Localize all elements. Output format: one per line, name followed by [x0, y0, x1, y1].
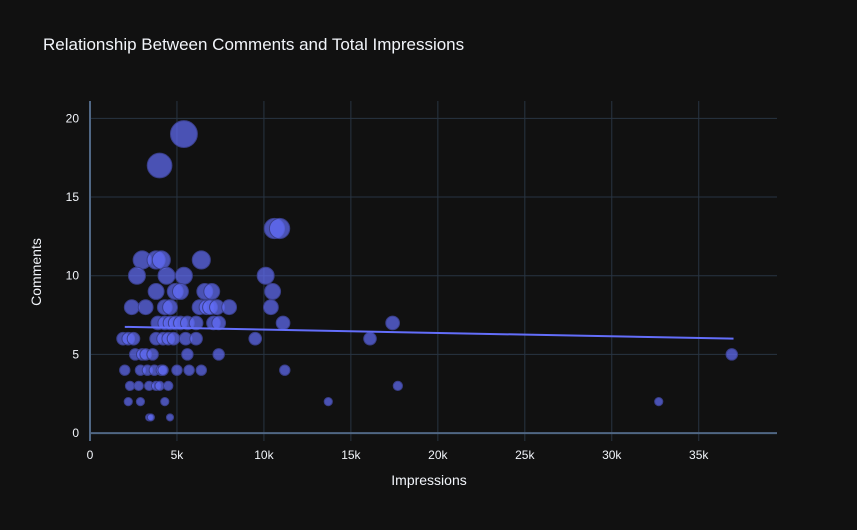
trendline — [124, 325, 734, 340]
data-point — [157, 266, 176, 285]
data-point — [166, 331, 181, 346]
data-point — [183, 364, 195, 376]
data-point — [174, 266, 193, 285]
x-tick-label: 25k — [515, 448, 535, 462]
x-tick-label: 0 — [87, 448, 94, 462]
data-point — [127, 266, 146, 285]
x-tick-label: 15k — [341, 448, 361, 462]
y-axis-label: Comments — [28, 238, 44, 306]
data-point — [123, 299, 140, 316]
data-point — [154, 380, 165, 392]
data-point — [169, 120, 198, 149]
data-point — [160, 397, 170, 407]
data-point — [137, 299, 154, 316]
data-point — [256, 266, 275, 285]
tick-labels: 0 5k 10k 15k 20k 25k 30k 35k 0 5 10 15 20 — [66, 111, 710, 462]
data-point — [171, 283, 189, 300]
data-point — [211, 315, 227, 331]
x-tick-label: 20k — [428, 448, 448, 462]
data-point — [188, 315, 204, 331]
data-point — [146, 348, 159, 361]
data-point — [189, 331, 203, 346]
y-tick-label: 10 — [66, 269, 80, 283]
grid-lines — [90, 101, 777, 441]
data-point — [135, 397, 146, 407]
data-point — [162, 299, 178, 316]
data-point — [147, 283, 165, 300]
data-point — [279, 364, 291, 376]
data-point — [392, 380, 403, 392]
data-point — [323, 397, 333, 407]
data-point — [654, 397, 664, 407]
data-point — [262, 299, 279, 316]
y-tick-label: 20 — [66, 111, 80, 125]
data-point — [146, 413, 155, 422]
data-point — [268, 217, 291, 240]
x-axis-label: Impressions — [391, 472, 466, 488]
data-point — [165, 413, 175, 422]
chart-title: Relationship Between Comments and Total … — [43, 35, 464, 54]
data-point — [221, 299, 238, 316]
data-points — [116, 120, 739, 422]
data-point — [123, 397, 133, 407]
data-point — [248, 331, 263, 346]
data-point — [191, 250, 211, 270]
data-point — [157, 364, 169, 376]
data-point — [212, 348, 225, 361]
data-point — [195, 364, 208, 376]
x-tick-label: 10k — [254, 448, 274, 462]
x-tick-label: 30k — [602, 448, 622, 462]
x-tick-label: 5k — [171, 448, 185, 462]
data-point — [725, 348, 739, 361]
data-point — [124, 380, 136, 392]
y-tick-label: 5 — [72, 347, 79, 361]
data-point — [151, 250, 171, 270]
data-point — [133, 380, 144, 392]
x-tick-label: 35k — [689, 448, 709, 462]
data-point — [203, 283, 221, 300]
data-point — [126, 331, 141, 346]
data-point — [385, 315, 400, 331]
data-point — [119, 364, 131, 376]
data-point — [363, 331, 377, 346]
y-tick-label: 15 — [66, 190, 80, 204]
data-point — [275, 315, 291, 331]
data-point — [163, 380, 174, 392]
data-point — [146, 152, 173, 179]
trendline-layer — [124, 325, 734, 340]
data-point — [264, 283, 282, 300]
y-tick-label: 0 — [72, 426, 79, 440]
data-point — [181, 348, 194, 361]
data-point — [171, 364, 183, 376]
